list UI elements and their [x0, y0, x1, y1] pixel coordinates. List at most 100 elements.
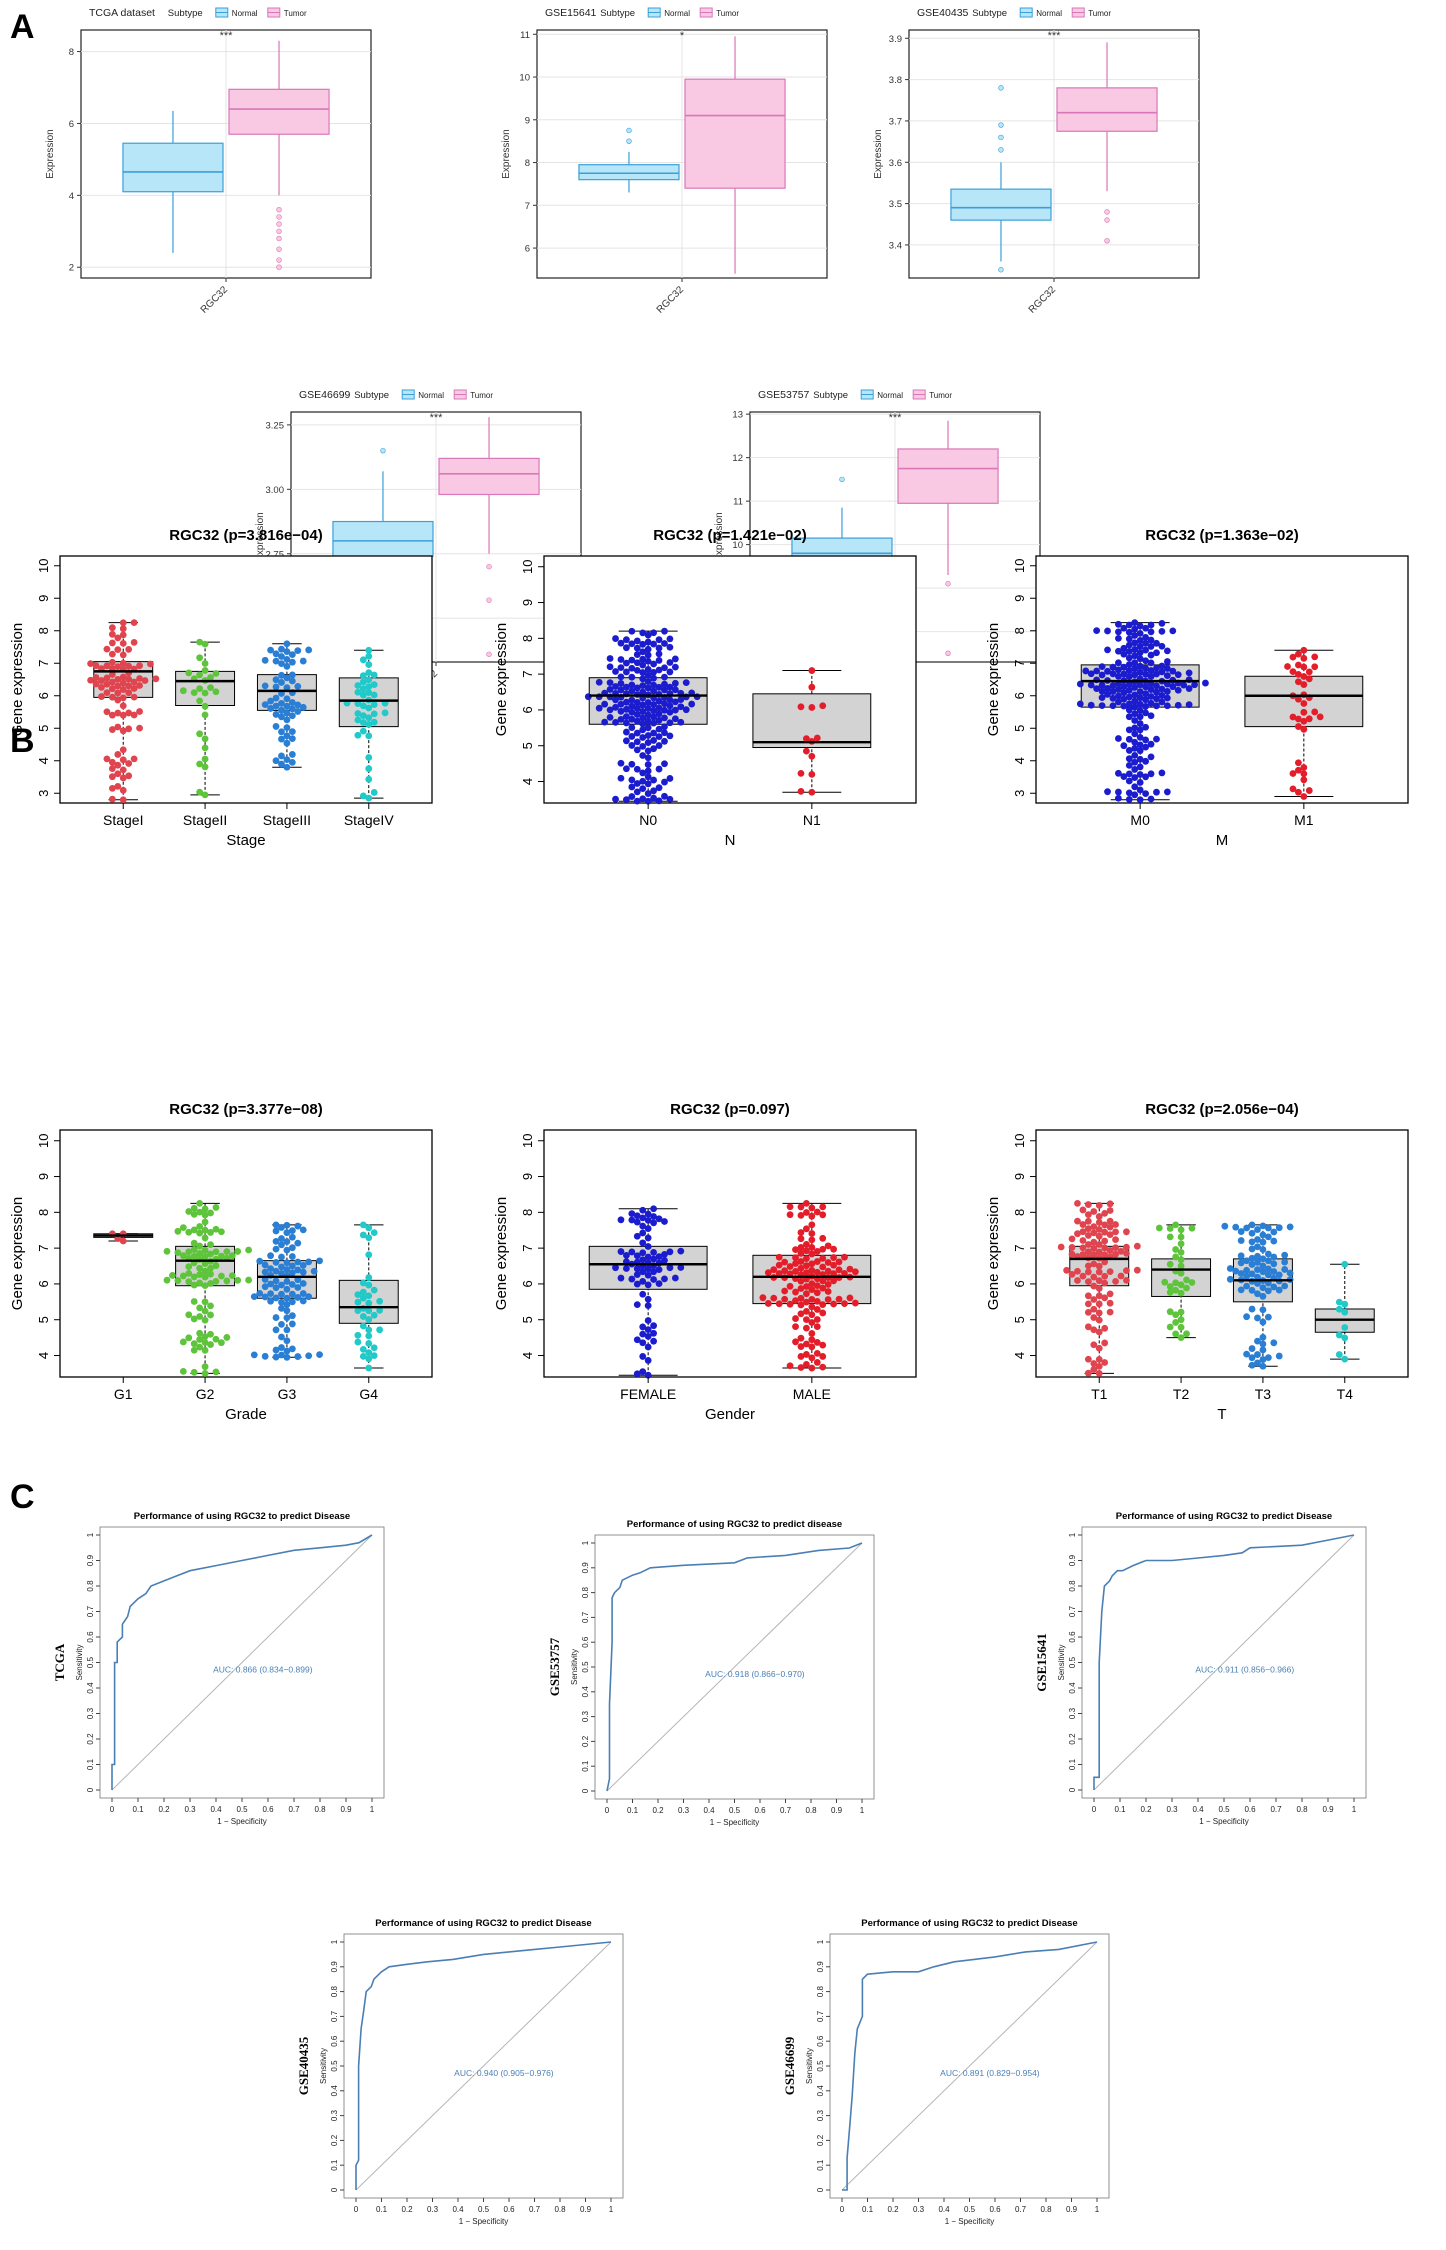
- data-point: [639, 720, 647, 728]
- data-point: [1163, 658, 1171, 665]
- data-point: [125, 772, 133, 780]
- x-tick-label: 0.4: [452, 2205, 464, 2214]
- data-point: [278, 1298, 285, 1306]
- data-point: [1125, 796, 1133, 803]
- data-point: [797, 1244, 805, 1251]
- data-point: [830, 1277, 837, 1285]
- data-point: [623, 705, 630, 713]
- data-point: [1136, 720, 1144, 727]
- data-point: [125, 645, 133, 653]
- y-tick-label: 6: [36, 1280, 51, 1287]
- data-point: [803, 1255, 810, 1262]
- auc-annotation: AUC: 0.940 (0.905−0.976): [454, 2068, 554, 2078]
- data-point: [1084, 1292, 1092, 1300]
- data-point: [1115, 686, 1122, 693]
- data-point: [1090, 1208, 1098, 1215]
- data-point: [1131, 639, 1139, 647]
- data-point: [207, 674, 214, 681]
- data-point: [797, 1301, 805, 1309]
- y-tick-label: 9: [525, 115, 530, 126]
- data-point: [190, 1210, 198, 1218]
- data-point: [786, 1300, 794, 1308]
- data-point: [376, 1297, 384, 1305]
- data-point: [1104, 685, 1111, 692]
- chart-title: Performance of using RGC32 to predict Di…: [134, 1511, 350, 1522]
- data-point: [272, 1267, 280, 1275]
- data-point: [103, 645, 111, 653]
- data-point: [808, 1319, 816, 1326]
- y-axis-label: Expression: [873, 129, 884, 178]
- data-point: [661, 664, 668, 672]
- data-point: [606, 663, 614, 671]
- x-tick-label: 0.2: [652, 1806, 664, 1815]
- data-point: [1147, 651, 1155, 659]
- y-tick-label: 10: [520, 1134, 535, 1148]
- data-point: [623, 644, 630, 652]
- data-point: [1079, 1251, 1087, 1258]
- data-point: [190, 1346, 198, 1354]
- data-point: [185, 1311, 193, 1319]
- data-point: [125, 662, 133, 670]
- data-point: [644, 651, 652, 659]
- data-point: [824, 1259, 832, 1266]
- y-tick-label: 3.7: [889, 116, 902, 127]
- x-tick-label: T4: [1337, 1386, 1354, 1402]
- data-point: [655, 1215, 663, 1223]
- data-point: [1254, 1243, 1261, 1251]
- data-point: [612, 635, 619, 642]
- data-point: [163, 1247, 171, 1255]
- x-tick-label: 0.9: [1322, 1805, 1334, 1814]
- data-point: [201, 1253, 209, 1261]
- data-point: [108, 624, 116, 632]
- data-point: [201, 689, 209, 697]
- data-point: [87, 676, 94, 684]
- data-point: [1158, 685, 1166, 693]
- data-point: [819, 1341, 827, 1349]
- data-point: [261, 1268, 269, 1276]
- data-point: [1131, 766, 1139, 773]
- x-tick-label: G2: [196, 1386, 215, 1402]
- data-point: [813, 1208, 821, 1216]
- data-point: [201, 1273, 209, 1281]
- data-point: [781, 1258, 789, 1266]
- data-point: [808, 752, 816, 760]
- data-point: [136, 724, 143, 732]
- data-point: [272, 1346, 280, 1354]
- auc-annotation: AUC: 0.911 (0.856−0.966): [1195, 1665, 1294, 1675]
- y-tick-label: 6: [1012, 692, 1027, 699]
- x-tick-label: RGC32: [655, 284, 687, 316]
- data-point: [1281, 1251, 1289, 1259]
- data-point: [179, 1224, 187, 1232]
- x-tick-label: 0.6: [1244, 1805, 1256, 1814]
- x-tick-label: 0.4: [1192, 1805, 1204, 1814]
- data-point: [261, 1293, 269, 1301]
- data-point: [267, 1252, 274, 1260]
- data-point: [623, 636, 630, 644]
- tumor-outlier: [486, 597, 492, 603]
- data-point: [1117, 1272, 1125, 1280]
- normal-outlier: [998, 147, 1004, 153]
- data-point: [201, 1218, 209, 1226]
- dataset-label: GSE53757: [547, 1637, 562, 1696]
- data-point: [1095, 1218, 1103, 1226]
- data-point: [830, 1261, 837, 1269]
- legend-label-normal: Normal: [1036, 9, 1062, 18]
- data-point: [650, 1213, 657, 1220]
- tumor-box: [897, 448, 999, 504]
- data-point: [1316, 713, 1324, 721]
- data-point: [1177, 1281, 1185, 1289]
- data-point: [1305, 675, 1313, 683]
- data-point: [196, 1223, 204, 1230]
- data-point: [201, 1363, 209, 1371]
- x-tick-label: 0.3: [1166, 1805, 1178, 1814]
- data-point: [212, 1368, 220, 1376]
- data-point: [650, 640, 657, 648]
- x-tick-label: MALE: [793, 1386, 831, 1402]
- data-point: [272, 683, 280, 691]
- y-tick-label: 10: [520, 560, 535, 574]
- data-point: [1106, 1268, 1114, 1276]
- data-point: [655, 716, 663, 724]
- data-point: [196, 1279, 204, 1287]
- data-point: [1248, 1345, 1256, 1352]
- data-point: [201, 1316, 209, 1324]
